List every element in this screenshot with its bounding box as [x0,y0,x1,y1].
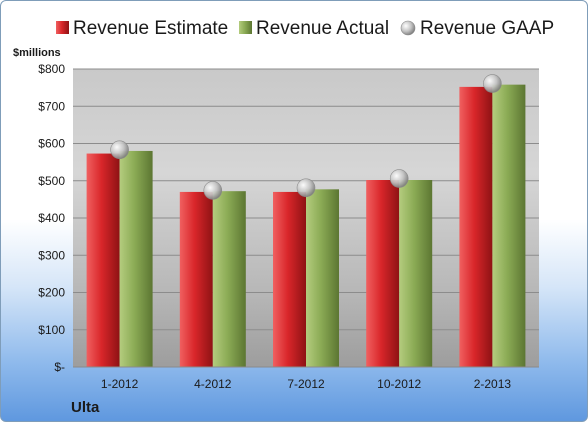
bar-estimate [459,86,493,367]
legend-swatch-estimate [56,21,69,34]
legend-label-gaap: Revenue GAAP [420,18,554,39]
y-tick-label: $600 [38,137,65,151]
gaap-marker [483,74,502,93]
y-tick-label: $500 [38,174,65,188]
gaap-marker [203,181,223,200]
bar-actual [212,191,246,367]
company-name: Ulta [71,399,100,416]
y-tick-label: $- [54,360,65,374]
y-tick-label: $400 [38,211,65,225]
y-tick-label: $100 [38,323,65,337]
bar-estimate [273,191,306,367]
y-tick-label: $800 [38,62,65,76]
y-axis-ticks: $- $100 $200 $300 $400 $500 $600 $700 $800 [38,62,65,374]
gaap-marker [389,169,409,188]
bar-estimate [86,153,120,367]
gaap-marker [110,140,129,160]
unit-label: $millions [13,47,61,59]
legend-item-estimate: Revenue Estimate [56,18,228,39]
legend-label-actual: Revenue Actual [256,18,389,39]
legend: Revenue Estimate Revenue Actual Revenue … [56,18,554,39]
gaap-markers [110,74,502,200]
x-axis-ticks: 1-2012 4-2012 7-2012 10-2012 2-2013 [101,377,511,391]
bar-actual [399,180,433,367]
y-tick-label: $200 [38,286,65,300]
bars [86,84,526,368]
bar-estimate [366,180,400,367]
legend-item-gaap: Revenue GAAP [400,18,554,39]
x-tick-label: 1-2012 [101,377,139,391]
bar-actual [492,84,526,368]
y-tick-label: $700 [38,99,65,113]
legend-swatch-gaap [400,20,416,36]
x-tick-label: 2-2013 [474,377,512,391]
x-tick-label: 4-2012 [194,377,232,391]
legend-item-actual: Revenue Actual [239,18,389,39]
x-tick-label: 7-2012 [287,377,325,391]
bar-actual [306,189,339,367]
y-tick-label: $300 [38,248,65,262]
bar-actual [119,150,153,367]
legend-label-estimate: Revenue Estimate [73,18,228,39]
x-tick-label: 10-2012 [377,377,421,391]
legend-swatch-actual [239,21,252,34]
gaap-marker [296,178,316,198]
bar-estimate [179,191,213,367]
